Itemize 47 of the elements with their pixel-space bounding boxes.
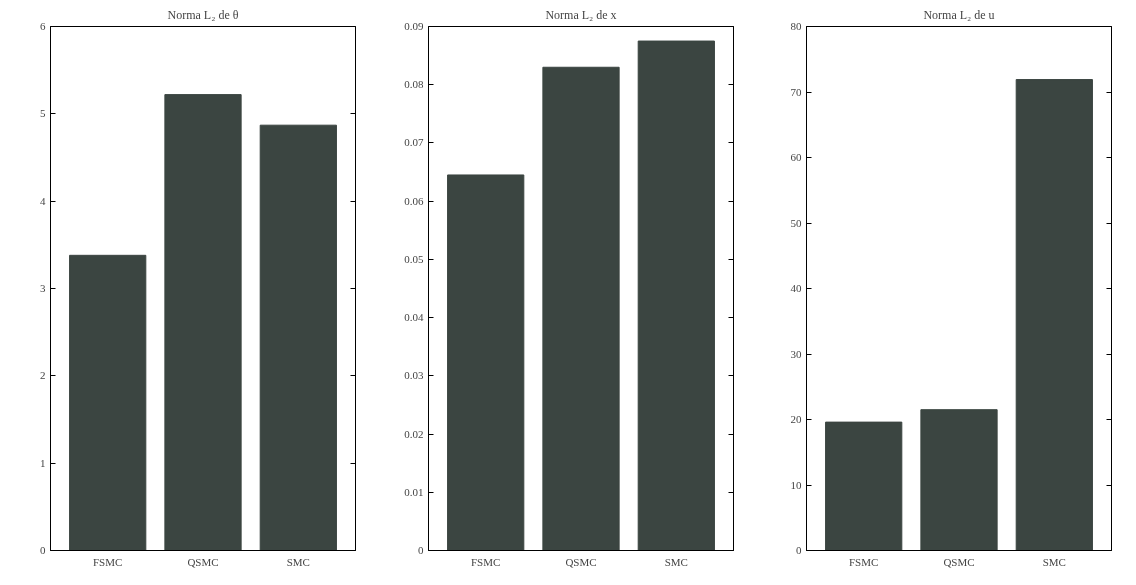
y-tick-label: 0.05 <box>404 252 424 265</box>
x-tick-label: QSMC <box>187 555 219 568</box>
bar <box>920 409 998 551</box>
y-tick-label: 0 <box>796 544 802 556</box>
chart-title: Norma L₂ de u <box>923 7 995 22</box>
y-tick-label: 60 <box>790 151 802 163</box>
y-tick-label: 5 <box>40 107 46 120</box>
y-tick-label: 0.04 <box>404 311 424 324</box>
chart-title: Norma L₂ de θ <box>167 7 239 22</box>
bar <box>1015 79 1093 551</box>
bar <box>447 174 525 551</box>
y-tick-label: 0.01 <box>404 485 424 498</box>
y-tick-label: 1 <box>40 456 46 469</box>
chart-title: Norma L₂ de x <box>545 7 617 22</box>
y-tick-label: 20 <box>790 413 802 425</box>
bar <box>637 40 715 551</box>
y-tick-label: 0.09 <box>404 20 424 32</box>
y-tick-label: 0.07 <box>404 136 424 149</box>
x-tick-label: FSMC <box>93 555 123 568</box>
y-tick-label: 0.08 <box>404 78 424 91</box>
bar <box>259 124 337 551</box>
y-tick-label: 70 <box>790 85 802 98</box>
y-tick-label: 50 <box>790 216 802 229</box>
y-tick-label: 0.02 <box>404 427 424 440</box>
y-tick-label: 2 <box>40 369 46 382</box>
y-tick-label: 6 <box>40 20 46 32</box>
bar <box>825 421 903 551</box>
y-tick-label: 0.06 <box>404 194 424 207</box>
x-tick-label: QSMC <box>943 555 975 568</box>
y-tick-label: 0 <box>40 544 46 556</box>
y-tick-label: 80 <box>790 20 802 32</box>
y-tick-label: 40 <box>790 282 802 294</box>
bar <box>69 254 147 551</box>
y-tick-label: 0 <box>418 544 424 556</box>
y-tick-label: 4 <box>40 194 46 207</box>
x-tick-label: SMC <box>1042 555 1066 568</box>
y-tick-label: 10 <box>790 478 802 491</box>
bar <box>164 94 242 551</box>
x-tick-label: QSMC <box>565 555 597 568</box>
x-tick-label: SMC <box>664 555 688 568</box>
bar <box>542 66 620 551</box>
x-tick-label: FSMC <box>849 555 879 568</box>
x-tick-label: FSMC <box>471 555 501 568</box>
y-tick-label: 3 <box>40 282 46 294</box>
y-tick-label: 0.03 <box>404 369 424 382</box>
x-tick-label: SMC <box>286 555 310 568</box>
y-tick-label: 30 <box>790 347 802 360</box>
